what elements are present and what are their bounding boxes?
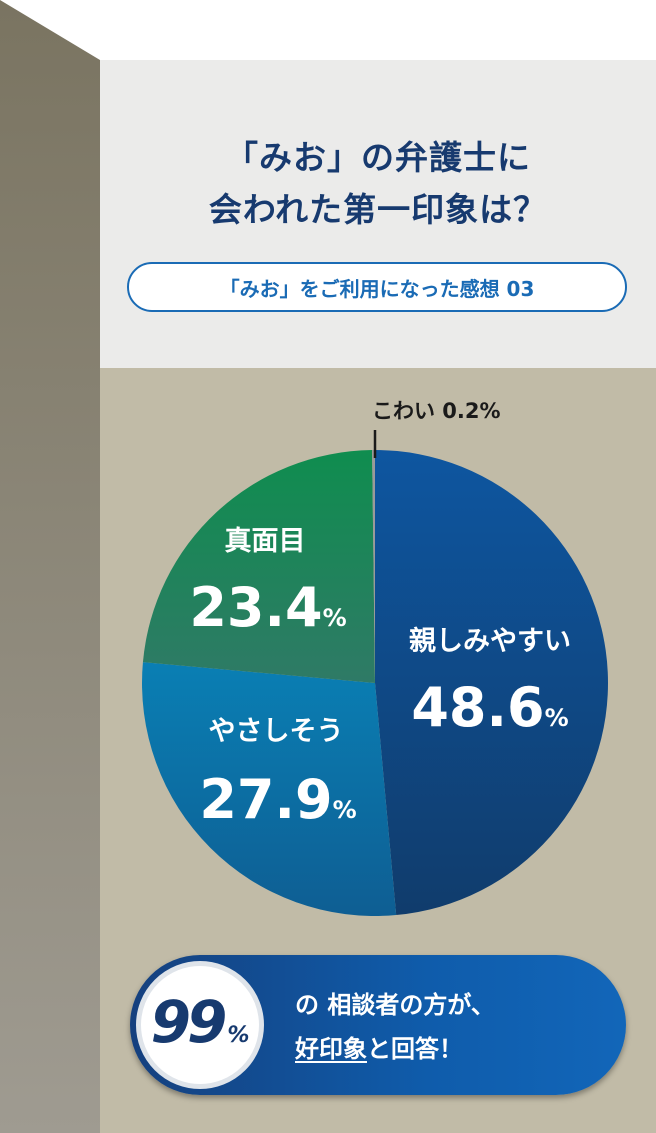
tiny-slice-label: こわい 0.2% <box>372 399 501 423</box>
slice-value-1-pct: % <box>333 796 357 824</box>
slice-value-0-pct: % <box>545 704 569 732</box>
slice-value-2-num: 23.4 <box>189 576 322 639</box>
slice-label-2: 真面目 <box>225 526 306 557</box>
banner-line-2: 好印象と回答！ <box>295 1027 495 1071</box>
title-line-2: 会われた第一印象は？ <box>208 190 548 229</box>
percent-badge: 99% <box>136 961 264 1089</box>
side-panel-decoration <box>0 0 100 1133</box>
subtitle-pill: 「みお」をご利用になった感想 03 <box>127 262 627 312</box>
pie-slice-3 <box>372 450 375 683</box>
banner-line-1: の 相談者の方が、 <box>295 991 495 1019</box>
title-line-1: 「みお」の弁護士に <box>225 138 531 177</box>
slice-value-0: 48.6% <box>411 676 568 739</box>
slice-label-1: やさしそう <box>209 716 344 747</box>
header-panel: 「みお」の弁護士に 会われた第一印象は？ 「みお」をご利用になった感想 03 <box>100 60 656 368</box>
pie-chart: こわい 0.2% 親しみやすい 48.6% やさしそう 27.9% 真面目 23… <box>142 399 608 916</box>
slice-value-2: 23.4% <box>189 576 346 639</box>
pie-slice-0 <box>375 450 608 916</box>
slice-value-1: 27.9% <box>199 768 356 831</box>
slice-value-2-pct: % <box>323 604 347 632</box>
banner-text: の 相談者の方が、 好印象と回答！ <box>295 983 495 1071</box>
banner-line-2-rest: と回答！ <box>367 1035 463 1063</box>
slice-value-1-num: 27.9 <box>199 768 332 831</box>
slice-value-0-num: 48.6 <box>411 676 544 739</box>
banner-underlined-text: 好印象 <box>295 1035 367 1063</box>
summary-banner: 99% の 相談者の方が、 好印象と回答！ <box>130 955 626 1095</box>
page-title: 「みお」の弁護士に 会われた第一印象は？ <box>100 132 656 236</box>
badge-percent: % <box>227 1023 250 1048</box>
slice-label-0: 親しみやすい <box>409 626 571 657</box>
badge-number: 99 <box>150 988 228 1056</box>
pie-slice-1 <box>142 662 397 916</box>
pie-slice-2 <box>142 450 375 683</box>
